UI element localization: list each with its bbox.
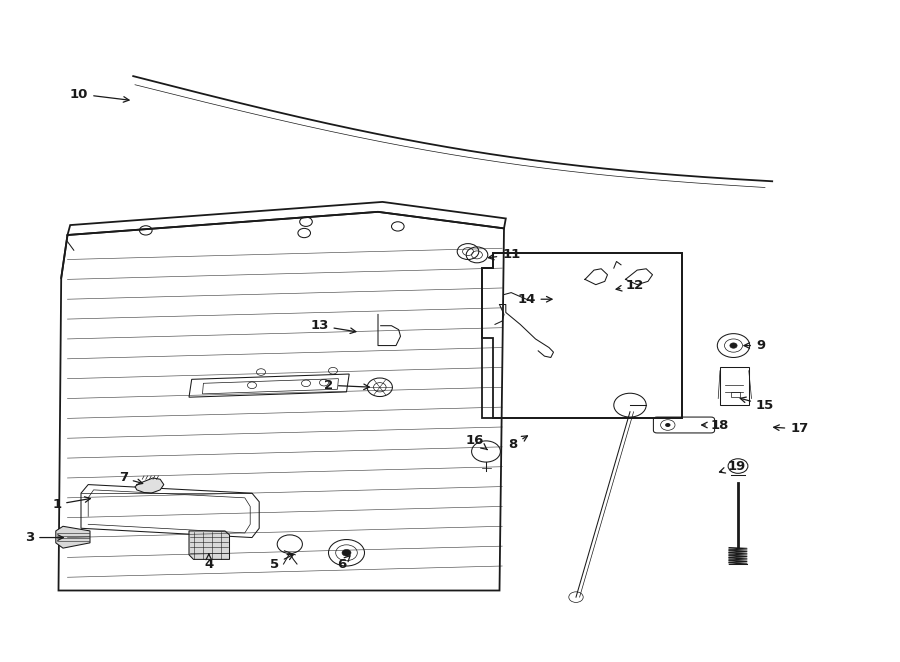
Text: 9: 9 xyxy=(744,339,765,352)
Text: 4: 4 xyxy=(204,554,213,571)
Text: 17: 17 xyxy=(774,422,808,436)
Polygon shape xyxy=(135,478,164,493)
Text: 6: 6 xyxy=(338,555,350,571)
Text: 5: 5 xyxy=(270,555,293,571)
Polygon shape xyxy=(56,526,90,548)
Text: 12: 12 xyxy=(616,279,643,293)
Text: 14: 14 xyxy=(518,293,552,306)
Circle shape xyxy=(730,343,737,348)
Text: 1: 1 xyxy=(52,496,90,511)
Text: 2: 2 xyxy=(324,379,369,392)
Text: 10: 10 xyxy=(70,87,129,102)
Text: 18: 18 xyxy=(702,418,729,432)
Text: 7: 7 xyxy=(119,471,143,485)
Text: 16: 16 xyxy=(466,434,487,449)
Text: 13: 13 xyxy=(310,319,356,334)
Polygon shape xyxy=(189,531,230,559)
Text: 8: 8 xyxy=(508,436,527,451)
Text: 11: 11 xyxy=(489,248,520,261)
Text: 19: 19 xyxy=(719,460,745,473)
Bar xyxy=(731,392,740,397)
Text: 15: 15 xyxy=(740,397,774,412)
Text: 3: 3 xyxy=(25,531,63,544)
Circle shape xyxy=(342,549,351,556)
Circle shape xyxy=(665,423,670,427)
